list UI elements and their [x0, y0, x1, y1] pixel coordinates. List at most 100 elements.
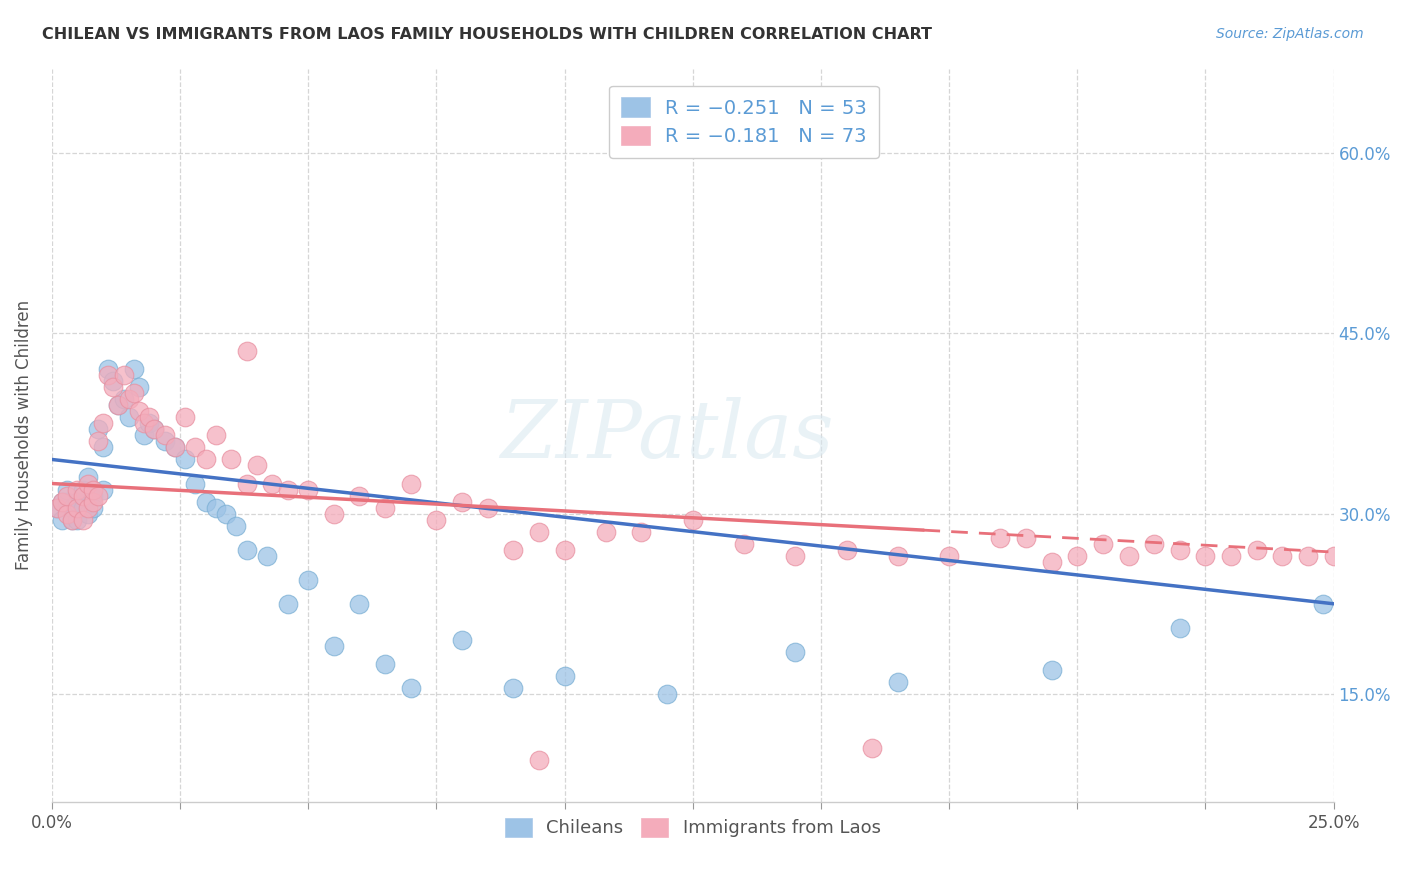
Point	[51, 494, 73, 508]
Point	[72, 489, 94, 503]
Point	[235, 476, 257, 491]
Point	[82, 494, 104, 508]
Point	[72, 483, 94, 497]
Point	[1015, 531, 1038, 545]
Point	[143, 422, 166, 436]
Point	[174, 452, 197, 467]
Point	[87, 434, 110, 449]
Point	[553, 669, 575, 683]
Point	[1168, 621, 1191, 635]
Point	[262, 476, 284, 491]
Point	[97, 362, 120, 376]
Point	[91, 441, 114, 455]
Point	[76, 476, 98, 491]
Point	[163, 441, 186, 455]
Point	[235, 542, 257, 557]
Point	[785, 549, 807, 563]
Point	[502, 681, 524, 695]
Point	[277, 483, 299, 497]
Point	[860, 741, 883, 756]
Point	[451, 494, 474, 508]
Point	[91, 417, 114, 431]
Point	[138, 417, 160, 431]
Text: Source: ZipAtlas.com: Source: ZipAtlas.com	[1216, 27, 1364, 41]
Point	[297, 573, 319, 587]
Point	[97, 368, 120, 383]
Point	[1312, 597, 1334, 611]
Point	[107, 398, 129, 412]
Point	[322, 507, 344, 521]
Point	[60, 500, 83, 515]
Point	[122, 386, 145, 401]
Point	[82, 489, 104, 503]
Point	[87, 422, 110, 436]
Point	[205, 428, 228, 442]
Point	[277, 597, 299, 611]
Point	[205, 500, 228, 515]
Point	[374, 657, 396, 671]
Point	[51, 494, 73, 508]
Point	[1040, 555, 1063, 569]
Point	[132, 417, 155, 431]
Point	[399, 476, 422, 491]
Point	[733, 536, 755, 550]
Point	[246, 458, 269, 473]
Point	[349, 597, 371, 611]
Point	[163, 441, 186, 455]
Point	[76, 507, 98, 521]
Point	[399, 681, 422, 695]
Point	[45, 500, 67, 515]
Point	[1091, 536, 1114, 550]
Point	[1271, 549, 1294, 563]
Point	[477, 500, 499, 515]
Point	[56, 483, 79, 497]
Point	[91, 483, 114, 497]
Point	[128, 380, 150, 394]
Point	[553, 542, 575, 557]
Point	[835, 542, 858, 557]
Point	[887, 549, 910, 563]
Point	[82, 483, 104, 497]
Point	[153, 434, 176, 449]
Point	[56, 507, 79, 521]
Point	[60, 513, 83, 527]
Point	[297, 483, 319, 497]
Point	[225, 518, 247, 533]
Point	[122, 362, 145, 376]
Point	[184, 476, 207, 491]
Point	[60, 513, 83, 527]
Point	[118, 410, 141, 425]
Point	[72, 500, 94, 515]
Point	[103, 380, 125, 394]
Point	[1040, 663, 1063, 677]
Point	[1143, 536, 1166, 550]
Point	[56, 489, 79, 503]
Point	[785, 645, 807, 659]
Point	[45, 500, 67, 515]
Point	[143, 422, 166, 436]
Point	[76, 500, 98, 515]
Point	[76, 470, 98, 484]
Point	[184, 441, 207, 455]
Point	[1220, 549, 1243, 563]
Point	[219, 452, 242, 467]
Point	[595, 524, 617, 539]
Point	[138, 410, 160, 425]
Point	[132, 428, 155, 442]
Point	[1296, 549, 1319, 563]
Point	[112, 368, 135, 383]
Point	[630, 524, 652, 539]
Point	[322, 639, 344, 653]
Point	[887, 675, 910, 690]
Point	[174, 410, 197, 425]
Y-axis label: Family Households with Children: Family Households with Children	[15, 301, 32, 571]
Point	[451, 632, 474, 647]
Point	[128, 404, 150, 418]
Point	[1194, 549, 1216, 563]
Point	[103, 374, 125, 388]
Point	[112, 392, 135, 407]
Point	[72, 513, 94, 527]
Point	[82, 500, 104, 515]
Point	[256, 549, 278, 563]
Text: CHILEAN VS IMMIGRANTS FROM LAOS FAMILY HOUSEHOLDS WITH CHILDREN CORRELATION CHAR: CHILEAN VS IMMIGRANTS FROM LAOS FAMILY H…	[42, 27, 932, 42]
